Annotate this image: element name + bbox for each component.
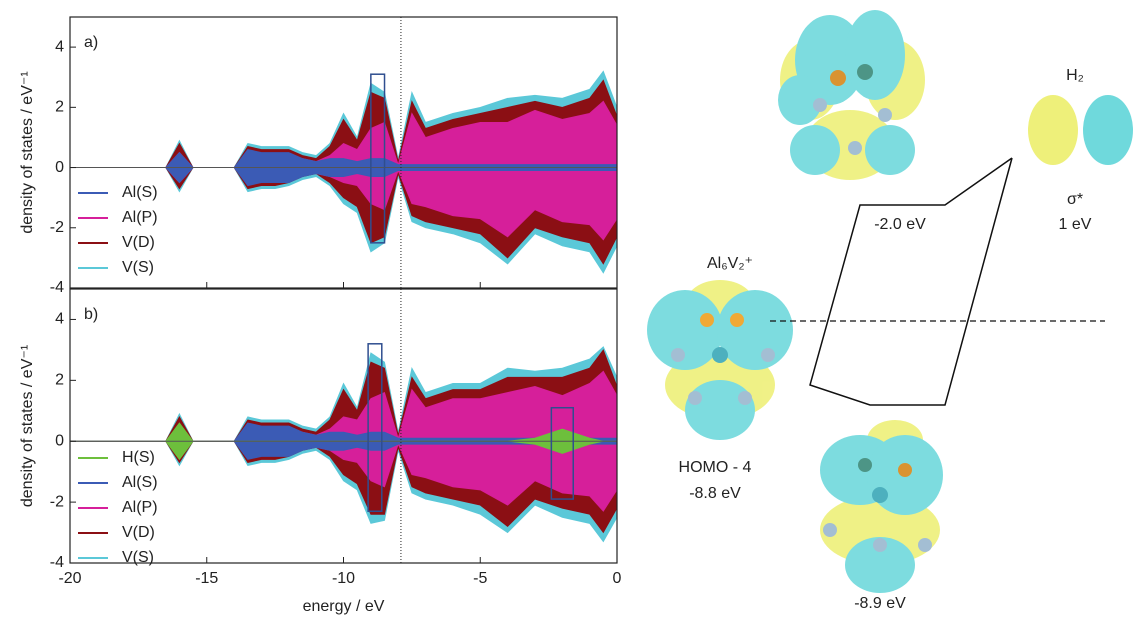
- orbital-middle: [647, 280, 793, 440]
- orbital-h2: [1028, 95, 1133, 165]
- y-tick-label: 0: [55, 432, 64, 449]
- y-tick-label: 0: [55, 159, 64, 176]
- y-tick-label: -2: [50, 493, 64, 510]
- highlight-box: [370, 73, 386, 244]
- sigma-energy: 1 eV: [1059, 216, 1092, 233]
- sigma-label: σ*: [1067, 191, 1083, 208]
- y-tick-label: -4: [50, 554, 64, 571]
- legend-label: V(S): [122, 549, 154, 566]
- x-tick-label: -15: [195, 570, 218, 587]
- highlight-box: [550, 406, 574, 500]
- legend-label: Al(P): [122, 499, 158, 516]
- panel-label: a): [84, 34, 98, 51]
- y-tick-label: 4: [55, 311, 64, 328]
- legend-label: V(D): [122, 234, 155, 251]
- x-tick-label: -10: [332, 570, 355, 587]
- y-tick-label: -4: [50, 279, 64, 296]
- orbital-diagram: H₂ σ* 1 eV -2.0 eV Al₆V₂⁺ HOMO - 4 -8.8 …: [647, 10, 1133, 612]
- y-tick-label: 2: [55, 99, 64, 116]
- legend-label: V(D): [122, 524, 155, 541]
- x-tick-label: -20: [58, 570, 81, 587]
- x-tick-label: -5: [473, 570, 487, 587]
- legend-label: Al(S): [122, 474, 158, 491]
- y-axis-label: density of states / eV⁻¹: [19, 71, 36, 233]
- homo-energy: -8.8 eV: [689, 485, 741, 502]
- y-tick-label: 2: [55, 372, 64, 389]
- legend-label: Al(S): [122, 184, 158, 201]
- x-axis-label: energy / eV: [303, 598, 385, 615]
- y-axis-label: density of states / eV⁻¹: [19, 345, 36, 507]
- y-tick-label: -2: [50, 219, 64, 236]
- connector-lines: [809, 157, 1013, 406]
- top-energy: -2.0 eV: [874, 216, 926, 233]
- legend-label: V(S): [122, 259, 154, 276]
- legend-label: H(S): [122, 449, 155, 466]
- legend-label: Al(P): [122, 209, 158, 226]
- homo-label: HOMO - 4: [679, 459, 752, 476]
- h2-label: H₂: [1066, 67, 1084, 84]
- orbital-bottom: [820, 420, 943, 593]
- bottom-energy: -8.9 eV: [854, 595, 906, 612]
- highlight-box: [367, 343, 383, 512]
- y-tick-label: 4: [55, 38, 64, 55]
- orbital-top: [778, 10, 925, 180]
- x-tick-label: 0: [613, 570, 622, 587]
- cluster-label: Al₆V₂⁺: [707, 255, 753, 272]
- panel-label: b): [84, 306, 98, 323]
